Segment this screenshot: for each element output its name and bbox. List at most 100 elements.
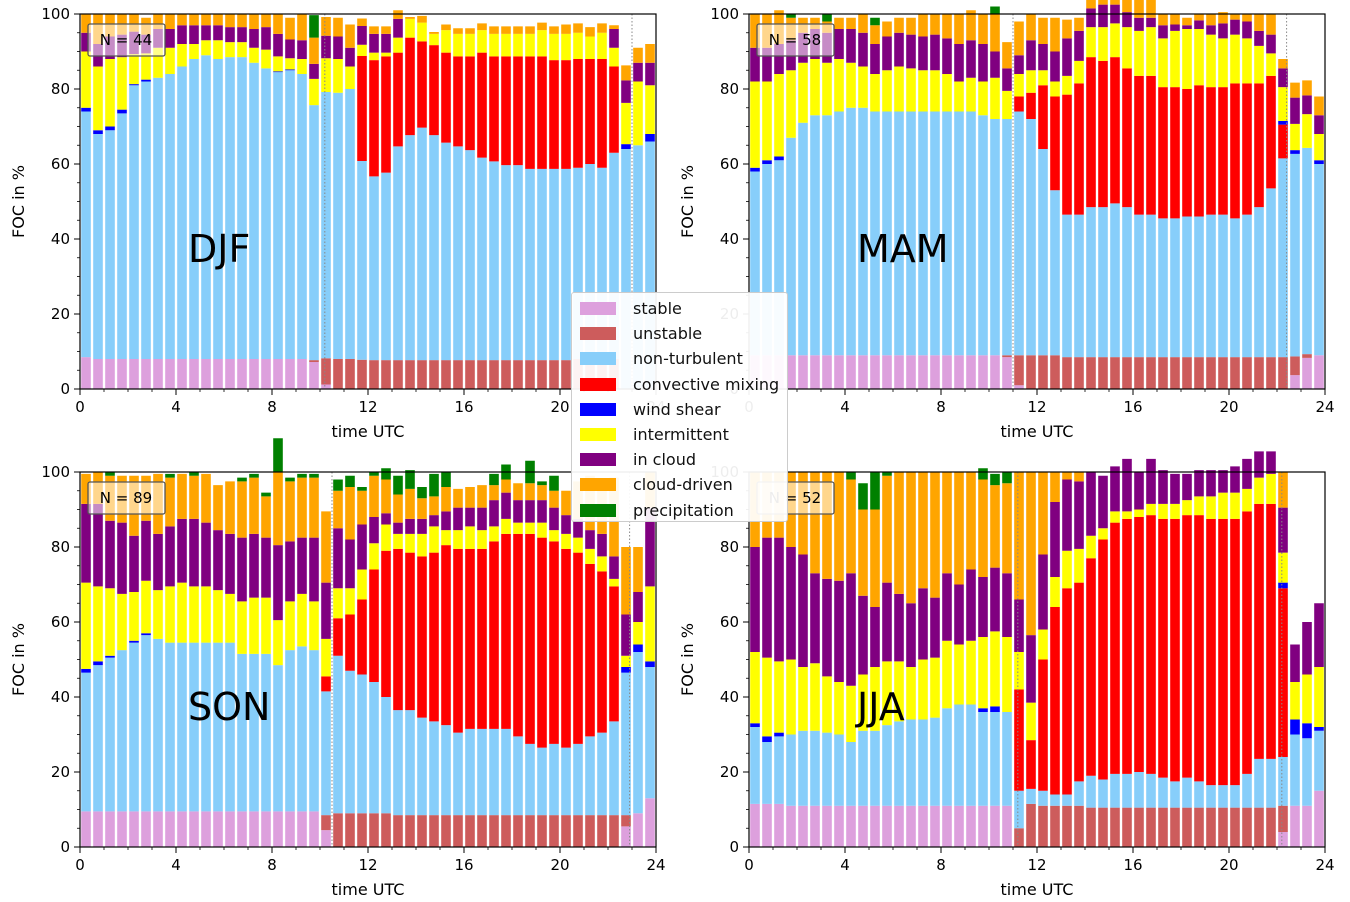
bar-segment: [798, 554, 808, 667]
bar-segment: [429, 721, 439, 816]
bar-segment: [786, 659, 796, 735]
bar-segment: [894, 593, 904, 662]
legend-swatch: [580, 352, 616, 366]
bar-segment: [453, 732, 463, 816]
bar-segment: [501, 33, 511, 57]
bar-segment: [1146, 75, 1156, 215]
bar-segment: [393, 146, 403, 361]
bar-segment: [1002, 805, 1012, 847]
bar-segment: [189, 14, 199, 26]
bar-segment: [453, 56, 463, 147]
bar-segment: [1230, 518, 1240, 786]
bar-segment: [774, 803, 784, 848]
bar-segment: [381, 360, 391, 390]
bar-segment: [1146, 214, 1156, 358]
bar-segment: [858, 14, 868, 33]
bar-segment: [393, 18, 403, 38]
bar-segment: [273, 472, 283, 546]
bar-segment: [537, 747, 547, 816]
bar-segment: [846, 742, 856, 806]
bar-segment: [882, 36, 892, 71]
bar-segment: [213, 642, 223, 812]
bar-segment: [513, 483, 523, 501]
bar-segment: [537, 815, 547, 848]
bar-segment: [1122, 68, 1132, 208]
bar-segment: [786, 137, 796, 356]
legend-item-precipitation: precipitation: [580, 498, 787, 523]
bar-segment: [393, 360, 403, 390]
bar-segment: [633, 644, 643, 652]
bar-segment: [213, 359, 223, 389]
bar-segment: [525, 56, 535, 169]
bar-segment: [285, 481, 295, 542]
bar-segment: [345, 487, 355, 540]
bar-segment: [1194, 515, 1204, 782]
bar-segment: [597, 732, 607, 816]
bar-segment: [1290, 153, 1300, 357]
bar-segment: [309, 37, 319, 64]
bar-segment: [1170, 218, 1180, 358]
bar-segment: [321, 582, 331, 639]
bar-segment: [81, 668, 91, 673]
bar-segment: [1242, 83, 1252, 215]
bar-segment: [1038, 44, 1048, 71]
bar-segment: [1014, 55, 1024, 74]
bar-segment: [1122, 27, 1132, 69]
bar-segment: [798, 62, 808, 123]
bar-segment: [249, 14, 259, 29]
bar-segment: [1122, 357, 1132, 390]
bar-segment: [621, 547, 631, 615]
bar-segment: [105, 59, 115, 127]
bar-segment: [405, 17, 415, 19]
bar-segment: [309, 362, 319, 389]
bar-segment: [141, 633, 151, 636]
bar-segment: [465, 526, 475, 549]
legend-label: in cloud: [633, 450, 696, 470]
bar-segment: [1122, 773, 1132, 808]
bar-segment: [225, 359, 235, 389]
bar-segment: [525, 483, 535, 501]
bar-segment: [1266, 357, 1276, 390]
bar-segment: [441, 725, 451, 816]
y-tick-label: 60: [720, 613, 739, 631]
bar-segment: [297, 359, 307, 389]
bar-segment: [1194, 470, 1204, 497]
bar-segment: [273, 33, 283, 57]
bar-segment: [129, 359, 139, 389]
bar-segment: [189, 586, 199, 643]
bar-segment: [954, 704, 964, 806]
bar-segment: [882, 70, 892, 112]
bar-segment: [597, 167, 607, 359]
bar-segment: [1086, 27, 1096, 58]
legend-item-convective-mixing: convective mixing: [580, 372, 787, 397]
legend-label: wind shear: [633, 399, 721, 419]
bar-segment: [405, 533, 415, 553]
bar-segment: [297, 74, 307, 359]
bar-segment: [165, 473, 175, 478]
bar-segment: [1266, 14, 1276, 35]
bar-segment: [177, 518, 187, 583]
legend-item-cloud-driven: cloud-driven: [580, 472, 787, 497]
bar-segment: [1206, 785, 1216, 808]
bar-segment: [345, 588, 355, 615]
bar-segment: [870, 17, 880, 26]
panel-son: 0 4 8 12 16 20 24 0 20 40 60 80 100 time UTC FOC in % N…: [9, 438, 666, 899]
bar-segment: [489, 728, 499, 816]
bar-segment: [942, 708, 952, 806]
bar-segment: [129, 592, 139, 641]
bar-segment: [978, 712, 988, 806]
bar-segment: [1026, 119, 1036, 356]
n-label: N = 89: [100, 489, 152, 507]
bar-segment: [321, 830, 331, 848]
bar-segment: [153, 14, 163, 29]
bar-segment: [1170, 781, 1180, 808]
bar-segment: [249, 533, 259, 598]
bar-segment: [177, 642, 187, 812]
bar-segment: [441, 530, 451, 546]
bar-segment: [798, 122, 808, 356]
bar-segment: [1230, 218, 1240, 358]
bar-segment: [93, 661, 103, 666]
bar-segment: [1134, 357, 1144, 390]
bar-segment: [1266, 503, 1276, 759]
bar-segment: [858, 805, 868, 847]
